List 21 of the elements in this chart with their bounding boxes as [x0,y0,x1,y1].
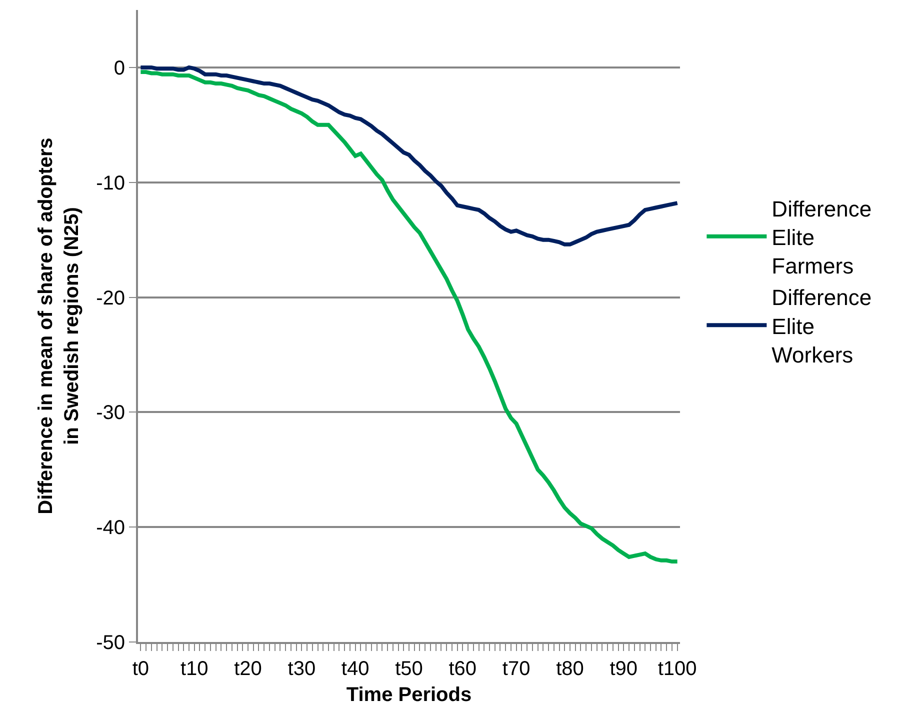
x-tick-label: t60 [448,658,477,680]
y-tick-label: -30 [96,402,125,424]
x-tick-label: t80 [556,658,584,680]
x-tick-label: t10 [180,658,208,680]
x-tick-label: t40 [341,658,370,680]
x-tick-label: t50 [395,658,423,680]
x-tick-label: t20 [234,658,262,680]
y-tick-label: 0 [114,57,125,80]
y-tick-label: -50 [96,632,125,654]
x-tick-label: t0 [132,658,150,680]
y-tick-label: -40 [96,517,125,540]
legend-label: Difference Elite Farmers [772,196,872,279]
x-tick-label: t100 [658,658,697,680]
x-tick-label: t30 [288,658,316,680]
y-tick-label: -20 [96,287,125,310]
y-tick-label: -10 [96,172,125,194]
x-tick-label: t70 [502,658,530,680]
legend-label: Difference Elite Workers [772,285,872,368]
y-axis-title: Difference in mean of share of adopters in Swedish regions (N25) [35,138,84,514]
x-tick-label: t90 [610,658,638,680]
x-axis-title: Time Periods [346,684,472,706]
